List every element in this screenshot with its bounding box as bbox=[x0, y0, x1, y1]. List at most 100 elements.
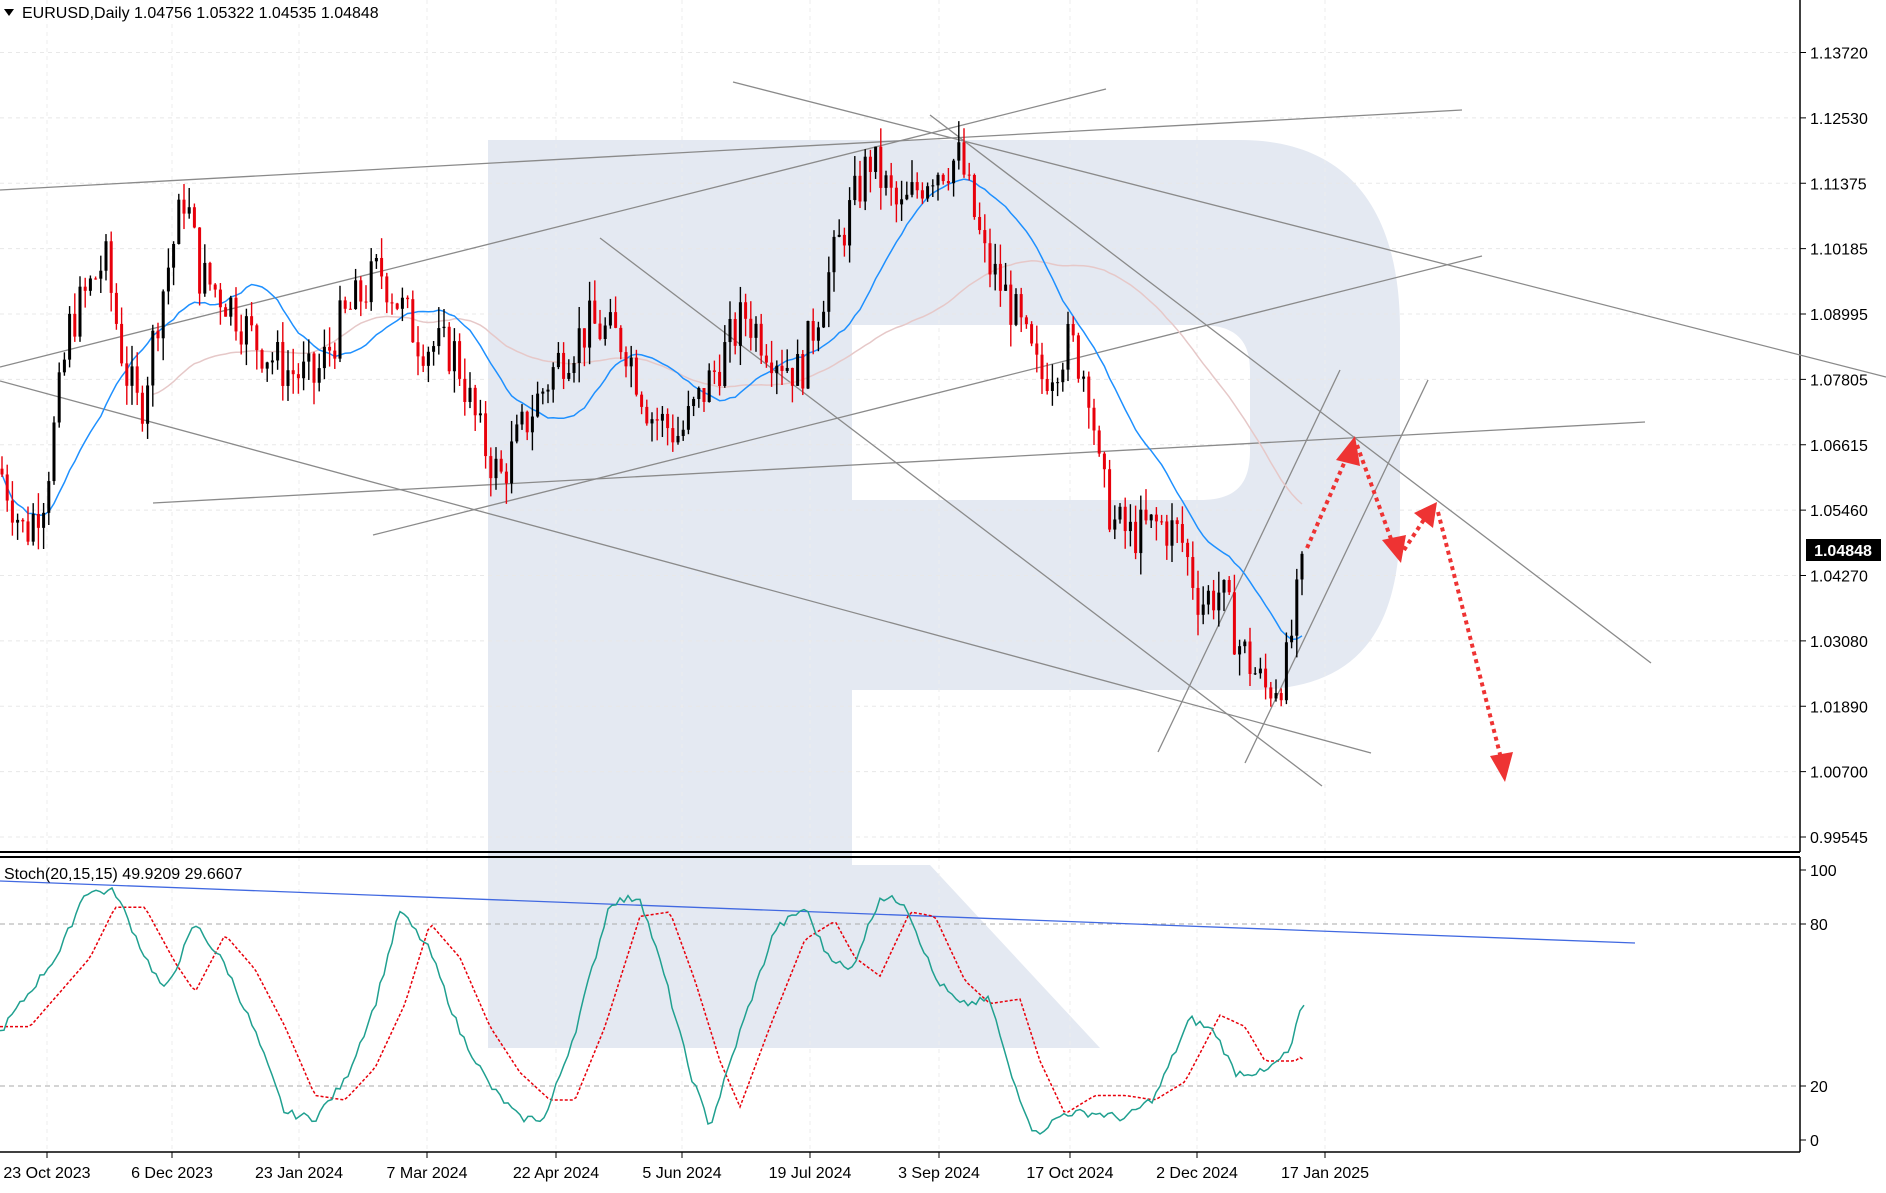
candle-body bbox=[1019, 294, 1023, 318]
candle-body bbox=[572, 363, 576, 373]
candle-body bbox=[182, 199, 186, 214]
trendline-rising-wedge-upper bbox=[0, 88, 1107, 368]
time-tick-label: 23 Jan 2024 bbox=[255, 1165, 343, 1182]
candle-body bbox=[1253, 673, 1257, 675]
candle-body bbox=[733, 318, 737, 346]
candle-body bbox=[598, 323, 602, 340]
candle-body bbox=[1108, 469, 1112, 530]
candle-body bbox=[650, 419, 654, 424]
watermark-letter-r bbox=[488, 140, 1400, 1048]
candle-body bbox=[10, 500, 14, 523]
candle-body bbox=[421, 356, 425, 366]
candle-body bbox=[931, 185, 935, 187]
candle-body bbox=[1139, 509, 1143, 554]
candle-body bbox=[936, 174, 940, 186]
candle-body bbox=[608, 312, 612, 326]
time-tick-label: 5 Jun 2024 bbox=[642, 1165, 721, 1182]
stoch-tick-label: 20 bbox=[1810, 1079, 1828, 1096]
price-tick-label: 1.08995 bbox=[1810, 307, 1868, 324]
candle-body bbox=[322, 346, 326, 369]
candle-body bbox=[842, 234, 846, 246]
candle-body bbox=[416, 342, 420, 357]
candle-body bbox=[884, 175, 888, 188]
candle-body bbox=[172, 243, 176, 268]
candle-body bbox=[1113, 519, 1117, 530]
current-price-bg bbox=[1806, 539, 1881, 561]
candle-body bbox=[790, 367, 794, 386]
candle-body bbox=[1092, 407, 1096, 431]
stoch-tick-label: 0 bbox=[1810, 1133, 1819, 1150]
stoch-main-line bbox=[0, 886, 1305, 1135]
candle-body bbox=[1035, 343, 1039, 355]
candle-body bbox=[629, 357, 633, 367]
candle-body bbox=[858, 175, 862, 202]
candle-body bbox=[281, 342, 285, 386]
candle-body bbox=[1097, 430, 1101, 454]
candle-body bbox=[978, 216, 982, 231]
candle-body bbox=[494, 458, 498, 479]
candle-body bbox=[868, 156, 872, 172]
candle-body bbox=[889, 175, 893, 188]
candle-body bbox=[400, 297, 404, 309]
candle-body bbox=[57, 372, 61, 423]
candle-body bbox=[993, 263, 997, 275]
forecast-leg-1 bbox=[1305, 451, 1351, 549]
candle-body bbox=[140, 392, 144, 424]
candle-body bbox=[1264, 668, 1268, 688]
forecast-leg-3 bbox=[1402, 516, 1427, 552]
candle-body bbox=[546, 389, 550, 392]
candle-body bbox=[567, 372, 571, 379]
candle-body bbox=[374, 257, 378, 262]
candle-body bbox=[697, 387, 701, 400]
candle-body bbox=[317, 368, 321, 383]
candle-body bbox=[848, 200, 852, 246]
candle-body bbox=[135, 366, 139, 393]
candle-body bbox=[94, 278, 98, 280]
candle-body bbox=[655, 419, 659, 421]
candle-body bbox=[988, 243, 992, 275]
candle-body bbox=[723, 342, 727, 386]
candle-body bbox=[348, 308, 352, 310]
candle-body bbox=[270, 360, 274, 363]
candle-body bbox=[582, 328, 586, 348]
candle-body bbox=[863, 156, 867, 202]
collapse-triangle-icon[interactable] bbox=[4, 9, 14, 16]
candle-body bbox=[1014, 294, 1018, 325]
candle-body bbox=[941, 174, 945, 182]
candle-body bbox=[603, 325, 607, 340]
candle-body bbox=[213, 284, 217, 290]
candle-body bbox=[1154, 514, 1158, 522]
candle-body bbox=[130, 366, 134, 386]
time-axis: 23 Oct 2023 6 Dec 2023 23 Jan 2024 7 Mar 20… bbox=[3, 1152, 1369, 1182]
candle-body bbox=[1040, 354, 1044, 379]
candle-body bbox=[78, 286, 82, 337]
candle-body bbox=[640, 394, 644, 407]
forecast-arrowhead-2 bbox=[1382, 535, 1406, 563]
candle-body bbox=[515, 424, 519, 442]
candle-body bbox=[671, 428, 675, 443]
candle-body bbox=[244, 316, 248, 345]
candles bbox=[0, 121, 1304, 707]
candle-body bbox=[1180, 524, 1184, 543]
candle-body bbox=[198, 227, 202, 294]
candle-body bbox=[588, 300, 592, 348]
trendline-rising-channel-left bbox=[1157, 369, 1341, 753]
trendline-descending-diagonal-a bbox=[929, 114, 1652, 664]
candle-body bbox=[354, 280, 358, 310]
candle-body bbox=[1076, 335, 1080, 379]
stoch-grid bbox=[0, 857, 1800, 1152]
time-tick-label: 23 Oct 2023 bbox=[3, 1165, 90, 1182]
candle-body bbox=[967, 174, 971, 176]
candle-body bbox=[166, 267, 170, 292]
candle-body bbox=[426, 351, 430, 366]
current-price-text: 1.04848 bbox=[1814, 543, 1872, 560]
candle-body bbox=[218, 289, 222, 308]
candle-body bbox=[364, 301, 368, 303]
candle-body bbox=[109, 241, 113, 293]
forecast-leg-2 bbox=[1355, 444, 1397, 551]
candle-body bbox=[972, 175, 976, 217]
candle-body bbox=[910, 182, 914, 195]
price-tick-label: 1.13720 bbox=[1810, 46, 1868, 63]
